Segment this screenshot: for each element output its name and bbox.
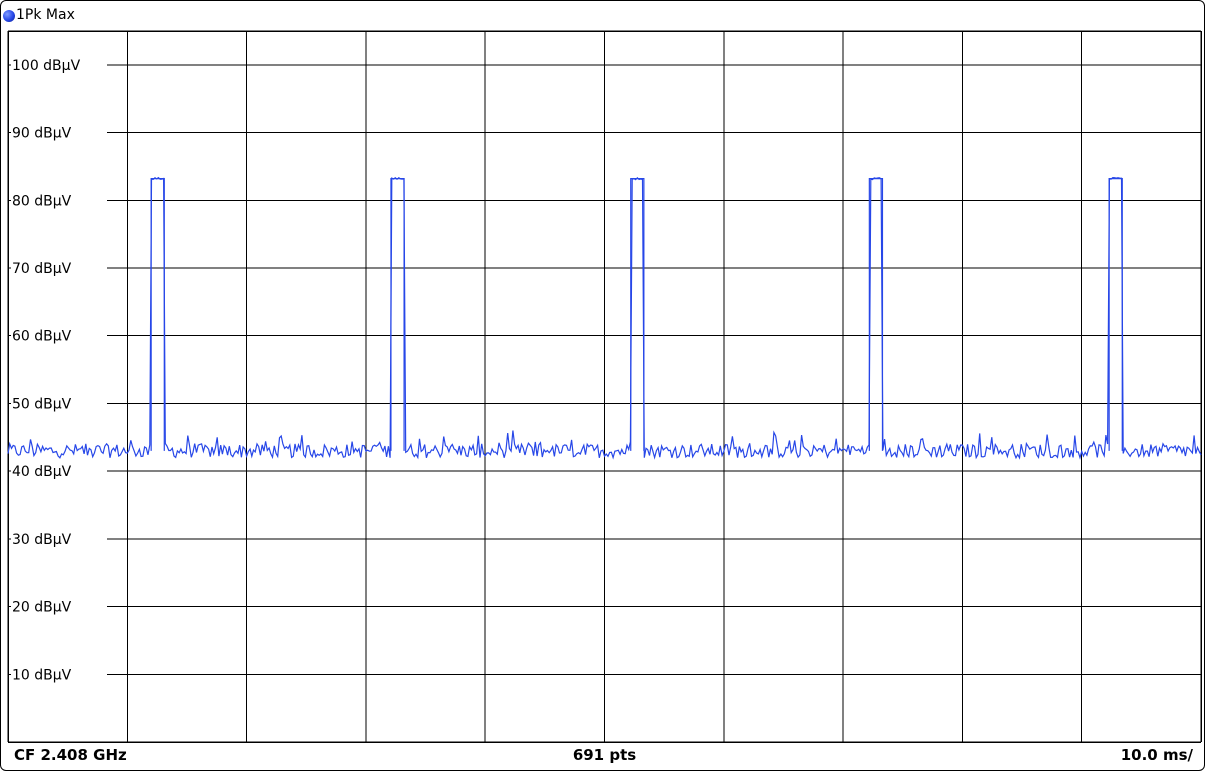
trace-header: 1Pk Max	[1, 1, 1204, 31]
pulse-3	[630, 178, 645, 451]
tick-label-background	[11, 326, 107, 345]
y-tick-label: 10 dBµV	[12, 667, 72, 683]
y-tick-label: 100 dBµV	[12, 58, 81, 74]
y-tick-label: 40 dBµV	[12, 464, 72, 480]
pulse-4	[868, 178, 884, 451]
pulse-5	[1108, 178, 1123, 451]
y-tick-label: 60 dBµV	[12, 329, 72, 345]
y-tick-label: 50 dBµV	[12, 396, 72, 412]
y-tick-label: 80 dBµV	[12, 193, 72, 209]
tick-label-background	[11, 529, 107, 548]
tick-label-background	[11, 665, 107, 684]
tick-label-background	[11, 55, 107, 74]
tick-label-background	[11, 123, 107, 142]
tick-label-background	[11, 259, 107, 277]
trace-layer	[7, 176, 1202, 460]
trace-1pk-max-line	[7, 176, 1202, 460]
time-per-division-readout: 10.0 ms/	[1120, 746, 1193, 764]
status-footer: CF 2.408 GHz 691 pts 10.0 ms/	[8, 742, 1201, 768]
y-tick-label: 20 dBµV	[12, 600, 72, 616]
trace-label: 1Pk Max	[16, 7, 75, 23]
tick-label-background	[11, 462, 107, 481]
y-axis-tick-labels: 100 dBµV 90 dBµV 80 dBµV 70 dBµV 60 dBµV 50 d…	[11, 55, 107, 684]
center-frequency-readout: CF 2.408 GHz	[14, 746, 127, 764]
trace-indicator-icon[interactable]	[3, 10, 15, 22]
y-tick-label: 30 dBµV	[12, 532, 72, 548]
y-tick-label: 90 dBµV	[12, 126, 72, 142]
tick-label-background	[11, 394, 107, 413]
grid	[7, 30, 1202, 743]
pulse-1	[150, 178, 165, 451]
tick-label-background	[11, 191, 107, 210]
points-readout: 691 pts	[572, 746, 637, 764]
pulse-2	[390, 178, 405, 451]
y-tick-label: 70 dBµV	[12, 261, 72, 277]
tick-label-background	[11, 597, 107, 616]
